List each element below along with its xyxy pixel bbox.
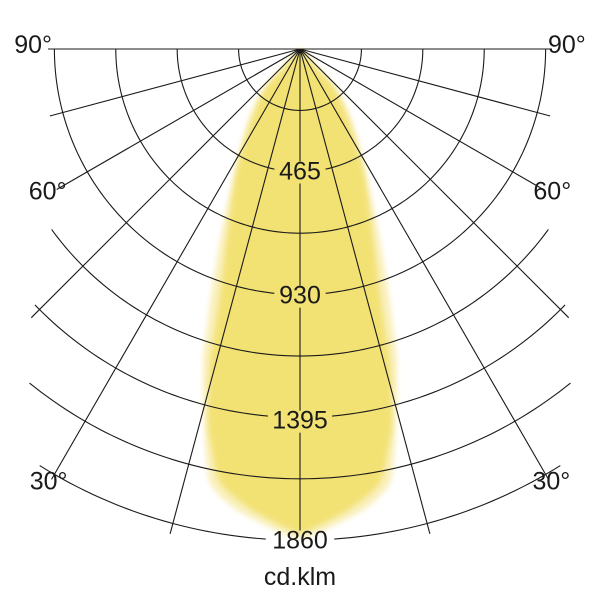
svg-text:60°: 60° — [533, 178, 571, 206]
svg-text:90°: 90° — [548, 31, 586, 59]
svg-text:1395: 1395 — [272, 407, 328, 435]
svg-text:cd.klm: cd.klm — [264, 563, 336, 591]
svg-text:90°: 90° — [14, 31, 52, 59]
svg-text:465: 465 — [279, 158, 321, 186]
svg-text:30°: 30° — [533, 467, 571, 495]
svg-text:1860: 1860 — [272, 527, 328, 555]
svg-text:930: 930 — [279, 282, 321, 310]
svg-text:60°: 60° — [29, 178, 67, 206]
svg-text:30°: 30° — [30, 467, 68, 495]
